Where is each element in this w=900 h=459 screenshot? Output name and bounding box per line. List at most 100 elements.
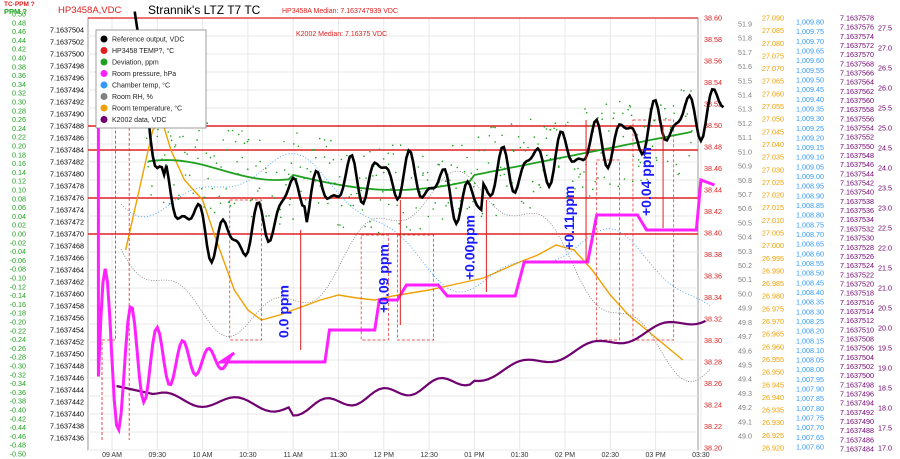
deviation-point <box>300 190 302 193</box>
rh-axis-tick: 49.8 <box>738 318 752 327</box>
deviation-point <box>494 126 496 129</box>
deviation-point <box>369 220 371 223</box>
deviation-point <box>665 117 667 120</box>
deviation-point <box>588 195 591 197</box>
hp-temp-axis-tick: 38.22 <box>704 422 722 431</box>
pressure-axis-tick: 1,007.75 <box>796 414 824 423</box>
deviation-point <box>683 90 685 92</box>
legend-marker <box>100 116 108 123</box>
deviation-point <box>170 139 173 142</box>
pressure-axis-tick: 1,009.25 <box>796 124 824 133</box>
deviation-point <box>360 189 363 192</box>
deviation-point <box>609 148 612 151</box>
deviation-point <box>402 211 405 214</box>
deviation-point <box>664 107 666 110</box>
ppm-axis-tick: 0.00 <box>12 230 26 239</box>
ppm-axis-tick: -0.40 <box>10 406 26 415</box>
room-temp-axis-tick: 26.950 <box>762 368 784 377</box>
rh-axis-tick: 49.4 <box>738 375 752 384</box>
deviation-point <box>346 154 348 157</box>
deviation-point <box>629 106 632 108</box>
rh-axis-tick: 51.1 <box>738 133 752 142</box>
deviation-point <box>519 146 522 149</box>
pressure-axis-tick: 1,008.60 <box>796 249 824 258</box>
ppm-axis-tick: 0.36 <box>12 71 26 80</box>
deviation-point <box>601 112 603 115</box>
rh-axis-tick: 50.7 <box>738 190 752 199</box>
vdc-axis-tick: 7.1637492 <box>50 98 84 107</box>
deviation-point <box>490 126 492 129</box>
hp-temp-axis-tick: 38.54 <box>704 78 722 87</box>
deviation-point <box>637 159 640 161</box>
deviation-point <box>317 202 320 204</box>
deviation-point <box>524 150 527 152</box>
rh-axis-tick: 51.8 <box>738 34 752 43</box>
deviation-point <box>258 187 261 189</box>
pressure-axis-tick: 1,008.35 <box>796 298 824 307</box>
deviation-point <box>499 174 502 177</box>
room-temp-axis-tick: 26.975 <box>762 304 784 313</box>
series-room-pressure <box>96 60 716 435</box>
deviation-point <box>265 171 267 174</box>
deviation-point <box>572 180 574 182</box>
deviation-point <box>145 137 148 140</box>
deviation-point <box>628 104 631 107</box>
deviation-point <box>219 202 222 205</box>
deviation-point <box>259 139 261 142</box>
deviation-point <box>450 164 453 166</box>
rh-axis-tick: 51.2 <box>738 119 752 128</box>
deviation-point <box>452 144 454 147</box>
pressure-axis-tick: 1,007.60 <box>796 443 824 452</box>
median-hp: HP3458A Median: 7.163747939 VDC <box>282 8 398 15</box>
deviation-point <box>402 233 405 236</box>
room-temp-axis-tick: 27.060 <box>762 89 784 98</box>
legend-marker <box>100 70 108 77</box>
hp-temp-axis-tick: 38.50 <box>704 121 722 130</box>
x-tick-label: 02:30 <box>602 452 620 459</box>
deviation-point <box>279 223 281 225</box>
deviation-point <box>585 111 588 114</box>
deviation-point <box>553 127 555 130</box>
pressure-axis-tick: 1,008.10 <box>796 346 824 355</box>
k2002-axis-tick: 7.1637486 <box>840 435 874 444</box>
deviation-point <box>555 128 558 131</box>
ppm-axis-tick: 0.28 <box>12 106 26 115</box>
deviation-point <box>455 187 457 189</box>
vdc-axis-tick: 7.1637438 <box>50 422 84 431</box>
deviation-point <box>318 137 321 140</box>
deviation-point <box>251 215 253 218</box>
annotation-label: 0.0 ppm <box>276 285 292 338</box>
deviation-point <box>156 135 159 138</box>
vdc-axis-tick: 7.1637456 <box>50 314 84 323</box>
deviation-point <box>673 112 675 115</box>
deviation-point <box>265 167 267 170</box>
x-tick-label: 01:30 <box>511 452 529 459</box>
vdc-axis-tick: 7.1637488 <box>50 122 84 131</box>
hp-temp-axis-tick: 38.36 <box>704 272 722 281</box>
vdc-axis-tick: 7.1637452 <box>50 338 84 347</box>
deviation-point <box>178 194 180 197</box>
deviation-point <box>234 140 237 143</box>
k2002-axis-tick: 7.1637562 <box>840 87 874 96</box>
deviation-point <box>209 156 212 159</box>
deviation-point <box>666 160 669 163</box>
room-temp-axis-tick: 26.965 <box>762 330 784 339</box>
ppm-axis-tick: -0.24 <box>10 335 26 344</box>
deviation-point <box>680 89 683 91</box>
deviation-point <box>686 113 688 115</box>
deviation-point <box>565 197 568 199</box>
deviation-point <box>678 172 680 175</box>
ppm-axis-tick: 0.18 <box>12 150 26 159</box>
deviation-point <box>330 139 332 142</box>
deviation-point <box>688 155 690 157</box>
vdc-axis-tick: 7.1637444 <box>50 386 84 395</box>
pressure-axis-tick: 1,009.55 <box>796 66 824 75</box>
legend-marker <box>100 104 108 112</box>
legend-marker <box>100 47 108 54</box>
deviation-point <box>672 105 675 107</box>
deviation-point <box>434 202 437 204</box>
vdc-axis-tick: 7.1637454 <box>50 326 84 335</box>
chamber-temp-axis-tick: 23.5 <box>878 184 892 193</box>
room-temp-axis-tick: 27.045 <box>762 127 784 136</box>
ppm-axis-tick: -0.42 <box>10 414 26 423</box>
